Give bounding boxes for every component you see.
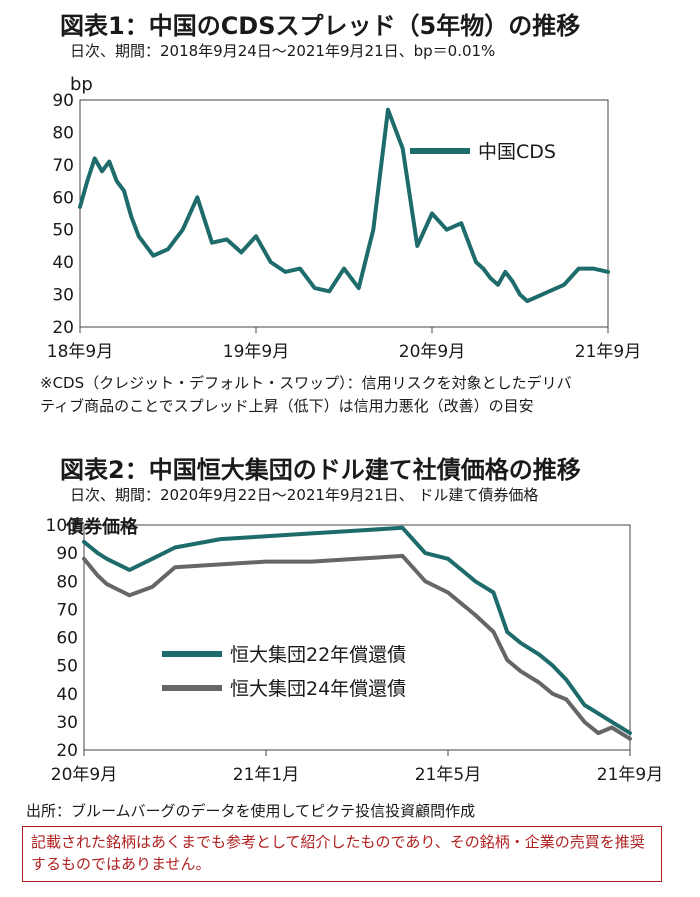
chart1-note-line1: ※CDS（クレジット・デフォルト・スワップ）：信用リスクを対象としたデリバ xyxy=(40,374,572,392)
legend-label: 恒大集団24年償還債 xyxy=(230,678,406,700)
legend-label: 恒大集団22年償還債 xyxy=(230,644,406,666)
chart1-subtitle: 日次、期間：2018年9月24日～2021年9月21日、bp＝0.01% xyxy=(70,42,496,60)
y-tick-label: 90 xyxy=(52,91,74,111)
x-tick-label: 19年9月 xyxy=(223,342,289,362)
y-tick-label: 80 xyxy=(52,123,74,143)
chart2-title: 図表2：中国恒大集団のドル建て社債価格の推移 xyxy=(60,456,581,484)
y-tick-label: 90 xyxy=(56,544,78,564)
chart1-note-line2: ティブ商品のことでスプレッド上昇（低下）は信用力悪化（改善）の目安 xyxy=(40,397,534,415)
chart1-title: 図表1：中国のCDSスプレッド（5年物）の推移 xyxy=(60,12,581,40)
x-tick-label: 20年9月 xyxy=(51,765,117,785)
y-axis-label: 債券価格 xyxy=(65,516,139,538)
x-tick-label: 20年9月 xyxy=(399,342,465,362)
disclaimer-box: 記載された銘柄はあくまでも参考として紹介したものであり、その銘柄・企業の売買を推… xyxy=(22,826,662,882)
y-tick-label: 70 xyxy=(52,156,74,176)
y-tick-label: 50 xyxy=(52,221,74,241)
y-tick-label: 70 xyxy=(56,600,78,620)
y-tick-label: 20 xyxy=(52,318,74,338)
y-tick-label: 40 xyxy=(56,685,78,705)
plot-frame xyxy=(79,99,609,328)
chart1-svg: 90 80 70 60 50 40 30 20 bp 18年9月 19年9月 20年9月 21年9月 中国… xyxy=(47,74,641,362)
y-tick-label: 80 xyxy=(56,572,78,592)
x-tick-label: 21年5月 xyxy=(415,765,481,785)
source-note: 出所：ブルームバーグのデータを使用してピクテ投信投資顧問作成 xyxy=(26,802,476,820)
chart2-svg: 100 90 80 70 60 50 40 30 20 債券価格 20年9月 21年1月 21年5月 21… xyxy=(46,516,664,785)
chart2-subtitle: 日次、期間：2020年9月22日～2021年9月21日、 ドル建て債券価格 xyxy=(70,486,539,504)
y-tick-label: 20 xyxy=(56,741,78,761)
y-tick-label: 60 xyxy=(56,629,78,649)
plot-frame xyxy=(83,524,631,751)
y-axis-label: bp xyxy=(70,74,93,95)
legend-label: 中国CDS xyxy=(478,141,556,163)
x-tick-label: 18年9月 xyxy=(47,342,113,362)
y-tick-label: 30 xyxy=(56,713,78,733)
series-line-1 xyxy=(82,525,632,736)
x-tick-label: 21年9月 xyxy=(575,342,641,362)
series-line-1 xyxy=(78,107,610,304)
y-tick-label: 100 xyxy=(46,516,78,536)
y-tick-label: 60 xyxy=(52,188,74,208)
series-line-2 xyxy=(82,553,632,741)
x-tick-label: 21年1月 xyxy=(233,765,299,785)
y-tick-label: 50 xyxy=(56,657,78,677)
y-tick-label: 40 xyxy=(52,253,74,273)
x-tick-label: 21年9月 xyxy=(597,765,663,785)
y-tick-label: 30 xyxy=(52,286,74,306)
